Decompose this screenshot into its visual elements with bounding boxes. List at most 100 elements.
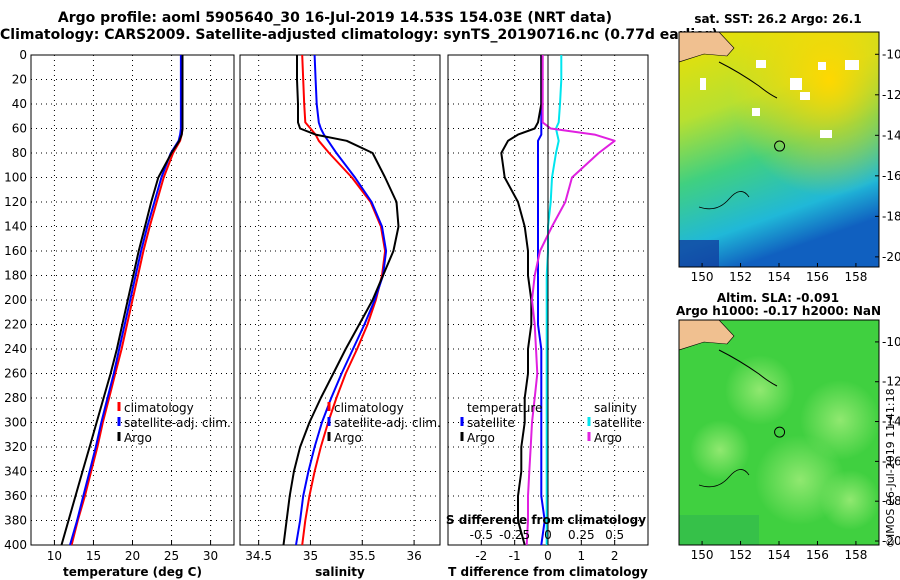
y-tick-label: 100: [4, 171, 27, 185]
x-tick-label: 10: [47, 549, 62, 563]
sla-anomaly: [820, 470, 879, 530]
axes-frame: [239, 54, 441, 546]
series-line-satellite-adj-clim-: [69, 55, 182, 546]
top-tick-label: -0.5: [470, 528, 493, 542]
y-tick-label: 120: [4, 195, 27, 209]
sst-map: 150 152 154 156 158 -10 -12 -14 -16 -18 -20: [678, 31, 900, 284]
legend-label: satellite-adj. clim.: [124, 416, 231, 430]
legend-heading-temperature: temperature: [467, 401, 542, 415]
y-tick-label: 80: [12, 146, 27, 160]
map-y-tick-label: -14: [882, 415, 900, 429]
y-tick-label: 0: [19, 48, 27, 62]
cloud-gap: [756, 60, 766, 68]
series-line-argo: [60, 55, 184, 546]
sst-map-field: [679, 32, 879, 267]
island-outline: [718, 349, 778, 387]
land-mass: [679, 32, 735, 63]
x-tick-label: 2: [611, 549, 619, 563]
sla-map-field: [679, 320, 879, 545]
map-y-tick-label: -16: [882, 454, 900, 468]
panel-salinity: 34.5 35 35.5 36 salinity climatologysatellite…: [239, 54, 441, 579]
map-y-tick-label: -16: [882, 169, 900, 183]
series-line-temperature-argo: [500, 55, 543, 546]
y-tick-label: 260: [4, 367, 27, 381]
x-tick-label: 20: [125, 549, 140, 563]
y-tick-label: 360: [4, 489, 27, 503]
x-tick-label: 36: [406, 549, 421, 563]
top-axis-label: S difference from climatology: [446, 513, 646, 527]
island-outline: [718, 61, 778, 99]
legend-label: climatology: [334, 401, 404, 415]
map-y-tick-label: -20: [882, 534, 900, 548]
map-x-tick-label: 154: [768, 548, 791, 562]
argo-position-marker: [774, 140, 786, 152]
legend-heading-salinity: salinity: [594, 401, 637, 415]
legend-label: climatology: [124, 401, 194, 415]
cloud-gap: [820, 130, 832, 138]
argo-position-marker: [774, 426, 786, 438]
x-axis-label: T difference from climatology: [448, 565, 648, 579]
map-y-tick-label: -18: [882, 209, 900, 223]
x-tick-label: 0: [544, 549, 552, 563]
land-mass: [679, 320, 735, 351]
plot-title-line-2: Climatology: CARS2009. Satellite-adjuste…: [0, 27, 718, 43]
x-tick-label: -1: [509, 549, 521, 563]
series-line-argo: [282, 55, 400, 546]
x-axis-label: temperature (deg C): [63, 565, 202, 579]
map-x-tick-label: 158: [844, 548, 867, 562]
legend-label: Argo: [467, 431, 495, 445]
map-x-tick-label: 156: [806, 270, 829, 284]
y-tick-label: 40: [12, 97, 27, 111]
top-tick-label: -0.25: [499, 528, 530, 542]
x-tick-label: -2: [475, 549, 487, 563]
map-x-tick-label: 156: [806, 548, 829, 562]
sla-map-title-line-1: Altim. SLA: -0.091: [716, 291, 840, 305]
sla-low: [679, 515, 759, 545]
map-x-tick-label: 152: [729, 548, 752, 562]
y-tick-label: 240: [4, 342, 27, 356]
map-x-tick-label: 150: [691, 548, 714, 562]
cloud-gap: [818, 62, 826, 70]
map-y-tick-label: -12: [882, 375, 900, 389]
cool-water: [679, 240, 719, 267]
x-tick-label: 15: [86, 549, 101, 563]
y-tick-label: 380: [4, 514, 27, 528]
map-y-tick-label: -12: [882, 88, 900, 102]
x-tick-label: 30: [203, 549, 218, 563]
x-tick-label: 1: [578, 549, 586, 563]
x-tick-label: 34.5: [245, 549, 272, 563]
x-tick-label: 35: [303, 549, 318, 563]
map-x-tick-label: 158: [844, 270, 867, 284]
y-tick-label: 180: [4, 269, 27, 283]
legend-label: satellite: [594, 416, 642, 430]
cloud-gap: [790, 78, 802, 90]
cloud-gap: [700, 78, 706, 90]
series-line-salinity-satellite: [545, 55, 563, 545]
sla-anomaly: [725, 355, 795, 425]
map-y-tick-label: -10: [882, 47, 900, 61]
cloud-gap: [752, 108, 760, 116]
cloud-gap: [845, 60, 859, 70]
x-tick-label: 35.5: [349, 549, 376, 563]
legend-label: Argo: [594, 431, 622, 445]
sla-map-title-line-2: Argo h1000: -0.17 h2000: NaN: [676, 304, 882, 318]
y-tick-label: 280: [4, 391, 27, 405]
top-tick-label: 0.25: [568, 528, 595, 542]
plot-title-line-1: Argo profile: aoml 5905640_30 16-Jul-201…: [57, 10, 613, 26]
series-line-satellite-adj-clim-: [295, 54, 388, 546]
series-line-salinity-argo: [525, 55, 616, 546]
top-tick-label: 0.5: [605, 528, 624, 542]
y-tick-label: 300: [4, 416, 27, 430]
legend-label: satellite-adj. clim.: [334, 416, 441, 430]
y-tick-label: 140: [4, 220, 27, 234]
legend-label: Argo: [124, 431, 152, 445]
map-x-tick-label: 152: [729, 270, 752, 284]
y-tick-label: 60: [12, 122, 27, 136]
y-tick-label: 340: [4, 465, 27, 479]
top-tick-label: 0: [544, 528, 552, 542]
map-y-tick-label: -14: [882, 128, 900, 142]
map-y-tick-label: -18: [882, 494, 900, 508]
sst-warm-area: [679, 32, 879, 267]
